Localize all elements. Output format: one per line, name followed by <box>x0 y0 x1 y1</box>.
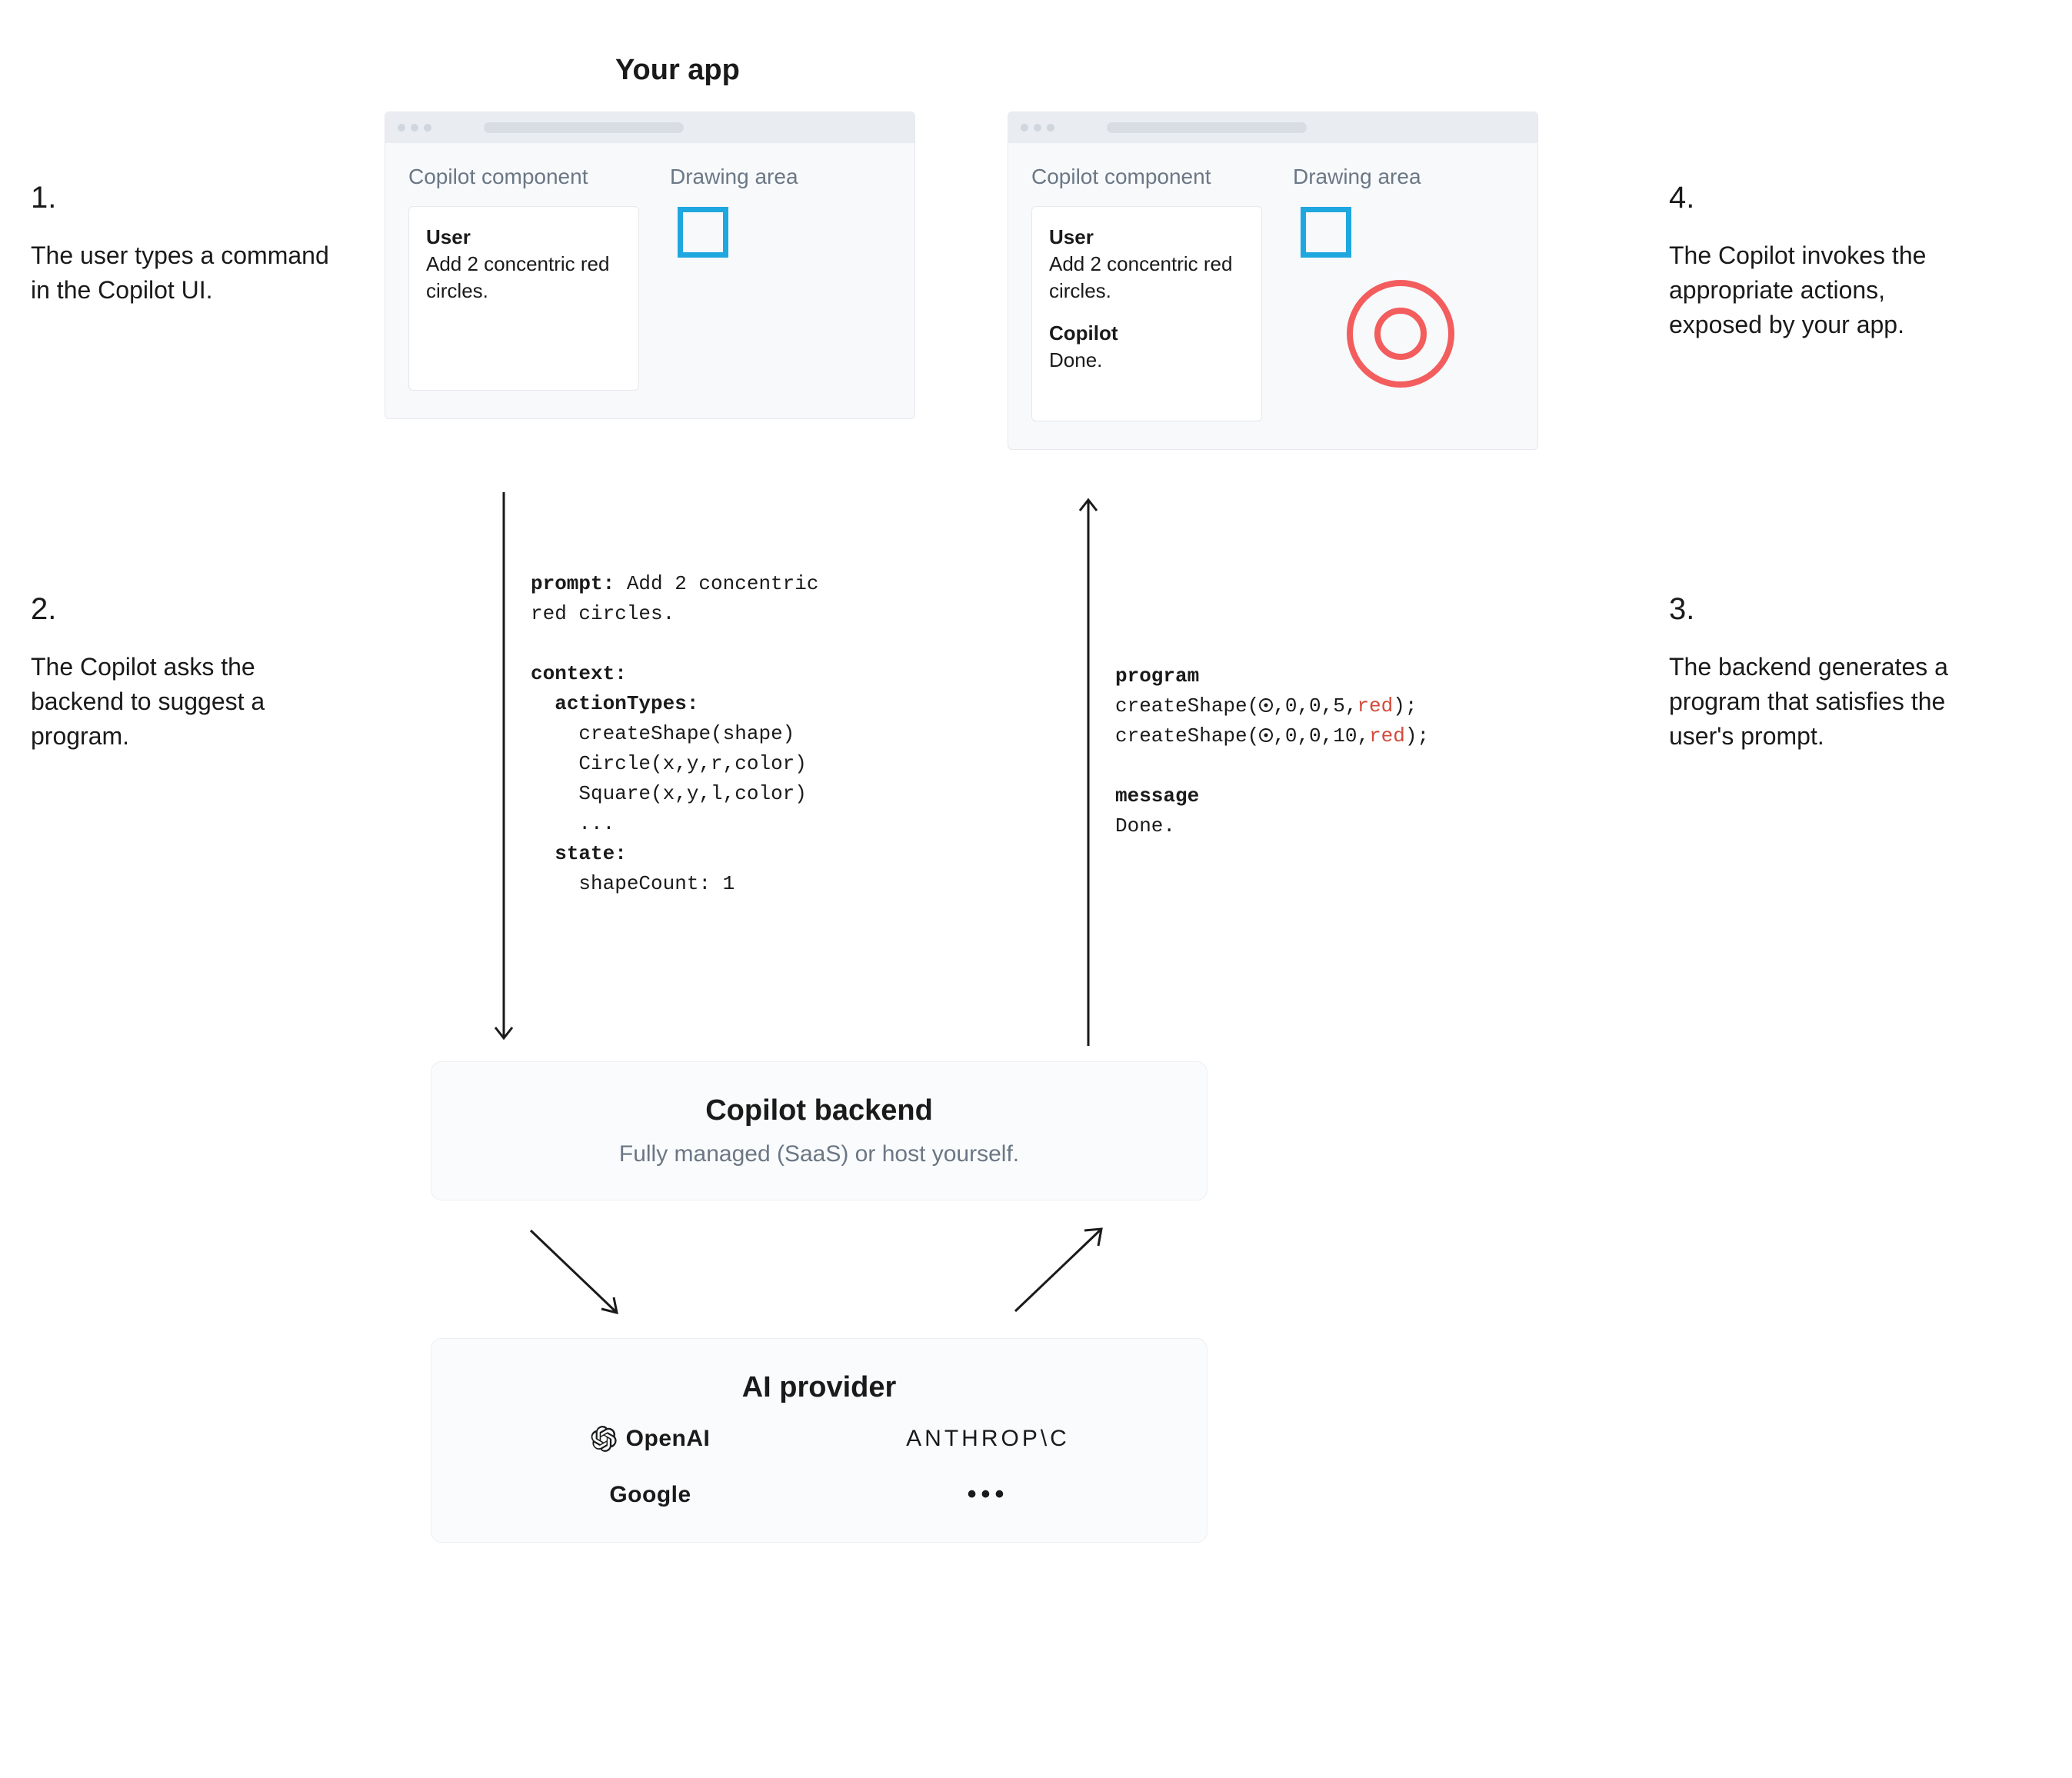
window-dot-icon <box>411 124 418 132</box>
window-dot-icon <box>1047 124 1054 132</box>
provider-anthropic: ANTHROP\C <box>838 1426 1138 1452</box>
provider-box: AI provider OpenAI ANTHROP\C Google ••• <box>431 1338 1208 1543</box>
window-dot-icon <box>424 124 431 132</box>
provider-name: Google <box>609 1482 691 1508</box>
ellipsis-icon: ••• <box>968 1480 1009 1510</box>
concentric-circles-icon <box>1347 280 1454 388</box>
annotation-number: 1. <box>31 181 338 215</box>
copilot-column: Copilot component User Add 2 concentric … <box>408 165 639 391</box>
drawing-column: Drawing area <box>670 165 870 391</box>
window-dot-icon <box>1021 124 1028 132</box>
arrow-down-right-icon <box>515 1215 638 1330</box>
chat-copilot-message: Done. <box>1049 347 1244 374</box>
chat-card: User Add 2 concentric red circles. Copil… <box>1031 206 1262 421</box>
drawing-column-label: Drawing area <box>670 165 870 189</box>
page-title: Your app <box>615 54 740 87</box>
window-traffic-lights <box>1021 124 1054 132</box>
response-code-block: program createShape(,0,0,5,red); createS… <box>1115 661 1429 841</box>
provider-more: ••• <box>838 1480 1138 1510</box>
openai-logo-icon <box>591 1426 617 1452</box>
drawing-column-label: Drawing area <box>1293 165 1493 189</box>
provider-openai: OpenAI <box>501 1426 800 1452</box>
annotation-text: The Copilot invokes the appropriate acti… <box>1669 238 1977 341</box>
square-shape-icon <box>1301 207 1351 258</box>
window-titlebar <box>385 112 914 143</box>
drawing-column: Drawing area <box>1293 165 1493 421</box>
backend-box: Copilot backend Fully managed (SaaS) or … <box>431 1061 1208 1200</box>
annotation-text: The user types a command in the Copilot … <box>31 238 338 308</box>
provider-name: ANTHROP\C <box>906 1426 1070 1452</box>
circle-dot-icon <box>1259 728 1273 742</box>
annotation-number: 3. <box>1669 592 1977 627</box>
provider-google: Google <box>501 1482 800 1508</box>
app-window-before: Copilot component User Add 2 concentric … <box>385 112 915 419</box>
annotation-number: 2. <box>31 592 338 627</box>
chat-user-message: Add 2 concentric red circles. <box>1049 251 1244 305</box>
window-dot-icon <box>1034 124 1041 132</box>
annotation-1: 1. The user types a command in the Copil… <box>31 181 338 308</box>
annotation-3: 3. The backend generates a program that … <box>1669 592 1977 753</box>
chat-card: User Add 2 concentric red circles. <box>408 206 639 391</box>
window-traffic-lights <box>398 124 431 132</box>
chat-role-user: User <box>426 224 621 251</box>
chat-role-user: User <box>1049 224 1244 251</box>
arrow-up-icon <box>1077 492 1100 1046</box>
arrow-up-right-icon <box>1000 1215 1123 1330</box>
chat-role-copilot: Copilot <box>1049 320 1244 347</box>
annotation-4: 4. The Copilot invokes the appropriate a… <box>1669 181 1977 341</box>
annotation-text: The Copilot asks the backend to suggest … <box>31 650 338 753</box>
copilot-column-label: Copilot component <box>1031 165 1262 189</box>
backend-title: Copilot backend <box>447 1094 1191 1127</box>
provider-title: AI provider <box>447 1371 1191 1404</box>
window-urlbar <box>484 122 684 133</box>
backend-subtitle: Fully managed (SaaS) or host yourself. <box>447 1141 1191 1167</box>
square-shape-icon <box>678 207 728 258</box>
copilot-column: Copilot component User Add 2 concentric … <box>1031 165 1262 421</box>
chat-user-message: Add 2 concentric red circles. <box>426 251 621 305</box>
request-code-block: prompt: Add 2 concentric red circles. co… <box>531 569 818 899</box>
window-urlbar <box>1107 122 1307 133</box>
annotation-2: 2. The Copilot asks the backend to sugge… <box>31 592 338 753</box>
provider-name: OpenAI <box>626 1426 711 1452</box>
arrow-down-icon <box>492 492 515 1046</box>
copilot-column-label: Copilot component <box>408 165 639 189</box>
annotation-number: 4. <box>1669 181 1977 215</box>
window-titlebar <box>1008 112 1537 143</box>
circle-dot-icon <box>1259 698 1273 712</box>
app-window-after: Copilot component User Add 2 concentric … <box>1008 112 1538 450</box>
window-dot-icon <box>398 124 405 132</box>
annotation-text: The backend generates a program that sat… <box>1669 650 1977 753</box>
